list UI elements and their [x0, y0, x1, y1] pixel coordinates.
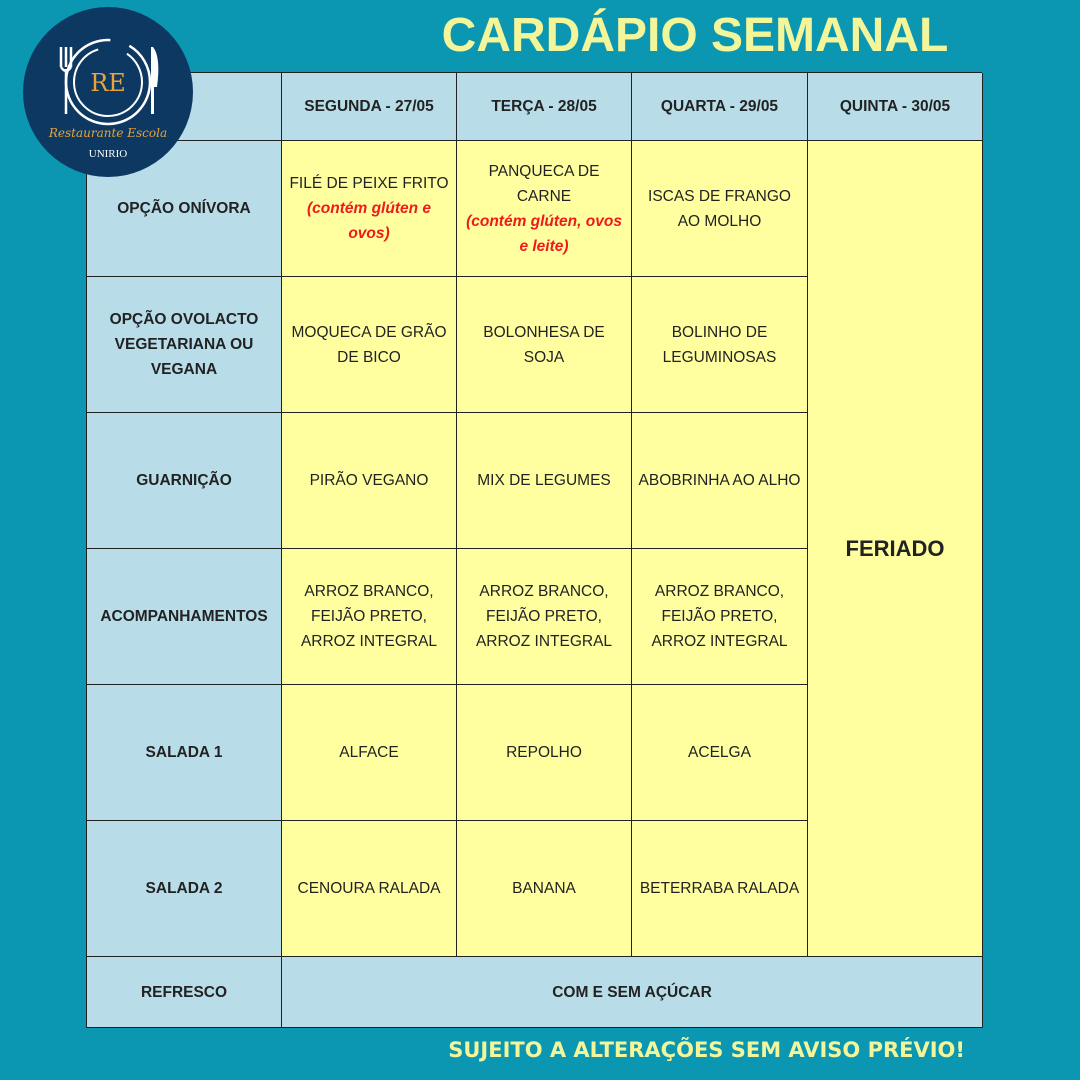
dish-name: PANQUECA DE CARNE — [488, 162, 600, 205]
menu-cell: PANQUECA DE CARNE (contém glúten, ovos e … — [457, 141, 632, 277]
logo-org: UNIRIO — [89, 148, 128, 160]
menu-cell: MOQUECA DE GRÃO DE BICO — [282, 277, 457, 413]
dish-name: BANANA — [512, 880, 576, 897]
dish-name: BETERRABA RALADA — [639, 880, 800, 897]
menu-table: SEGUNDA - 27/05 TERÇA - 28/05 QUARTA - 29/… — [86, 72, 983, 1028]
dish-name: ABOBRINHA AO ALHO — [638, 472, 801, 489]
menu-cell: ALFACE — [282, 685, 457, 821]
allergen-note: (contém glúten, ovos e leite) — [466, 212, 622, 255]
dish-name: ARROZ BRANCO, FEIJÃO PRETO, ARROZ INTEGR… — [475, 583, 613, 650]
day-header: TERÇA - 28/05 — [457, 73, 632, 141]
menu-cell: ABOBRINHA AO ALHO — [632, 413, 808, 549]
dish-name: BOLONHESA DE SOJA — [483, 323, 605, 366]
menu-cell: ARROZ BRANCO, FEIJÃO PRETO, ARROZ INTEGR… — [282, 549, 457, 685]
menu-cell: PIRÃO VEGANO — [282, 413, 457, 549]
dish-name: PIRÃO VEGANO — [309, 472, 429, 489]
holiday-cell: FERIADO — [808, 141, 983, 957]
dish-name: FILÉ DE PEIXE FRITO — [289, 175, 449, 192]
menu-cell: BETERRABA RALADA — [632, 821, 808, 957]
dish-name: MOQUECA DE GRÃO DE BICO — [291, 323, 447, 366]
menu-cell: BOLINHO DE LEGUMINOSAS — [632, 277, 808, 413]
menu-cell: ISCAS DE FRANGO AO MOLHO — [632, 141, 808, 277]
logo-name: Restaurante Escola — [48, 126, 167, 140]
row-label: SALADA 1 — [87, 685, 282, 821]
refresco-value: COM E SEM AÇÚCAR — [282, 957, 983, 1028]
row-label: ACOMPANHAMENTOS — [87, 549, 282, 685]
dish-name: MIX DE LEGUMES — [477, 472, 611, 489]
plate-cutlery-icon: RE Restaurante Escola UNIRIO — [48, 38, 167, 160]
dish-name: ARROZ BRANCO, FEIJÃO PRETO, ARROZ INTEGR… — [651, 583, 788, 650]
menu-cell: FILÉ DE PEIXE FRITO (contém glúten e ovos… — [282, 141, 457, 277]
menu-cell: ACELGA — [632, 685, 808, 821]
row-label: SALADA 2 — [87, 821, 282, 957]
dish-name: ACELGA — [688, 744, 751, 761]
day-header: QUARTA - 29/05 — [632, 73, 808, 141]
allergen-note: (contém glúten e ovos) — [306, 200, 431, 242]
day-header: SEGUNDA - 27/05 — [282, 73, 457, 141]
dish-name: CENOURA RALADA — [297, 880, 441, 897]
menu-cell: BOLONHESA DE SOJA — [457, 277, 632, 413]
dish-name: ALFACE — [339, 744, 399, 761]
disclaimer: SUJEITO A ALTERAÇÕES SEM AVISO PRÉVIO! — [448, 1038, 965, 1062]
page-title: CARDÁPIO SEMANAL — [441, 9, 949, 62]
restaurant-logo: RE Restaurante Escola UNIRIO — [23, 7, 193, 177]
dish-name: ARROZ BRANCO, FEIJÃO PRETO, ARROZ INTEGR… — [300, 583, 438, 650]
dish-name: REPOLHO — [506, 744, 582, 761]
menu-cell: ARROZ BRANCO, FEIJÃO PRETO, ARROZ INTEGR… — [457, 549, 632, 685]
logo-initials: RE — [90, 69, 126, 97]
day-header: QUINTA - 30/05 — [808, 73, 983, 141]
menu-cell: BANANA — [457, 821, 632, 957]
row-label: GUARNIÇÃO — [87, 413, 282, 549]
refresco-label: REFRESCO — [87, 957, 282, 1028]
row-label: OPÇÃO OVOLACTO VEGETARIANA OU VEGANA — [87, 277, 282, 413]
menu-cell: CENOURA RALADA — [282, 821, 457, 957]
menu-cell: MIX DE LEGUMES — [457, 413, 632, 549]
dish-name: ISCAS DE FRANGO AO MOLHO — [648, 187, 791, 230]
menu-cell: ARROZ BRANCO, FEIJÃO PRETO, ARROZ INTEGR… — [632, 549, 808, 685]
menu-cell: REPOLHO — [457, 685, 632, 821]
dish-name: BOLINHO DE LEGUMINOSAS — [662, 323, 777, 366]
